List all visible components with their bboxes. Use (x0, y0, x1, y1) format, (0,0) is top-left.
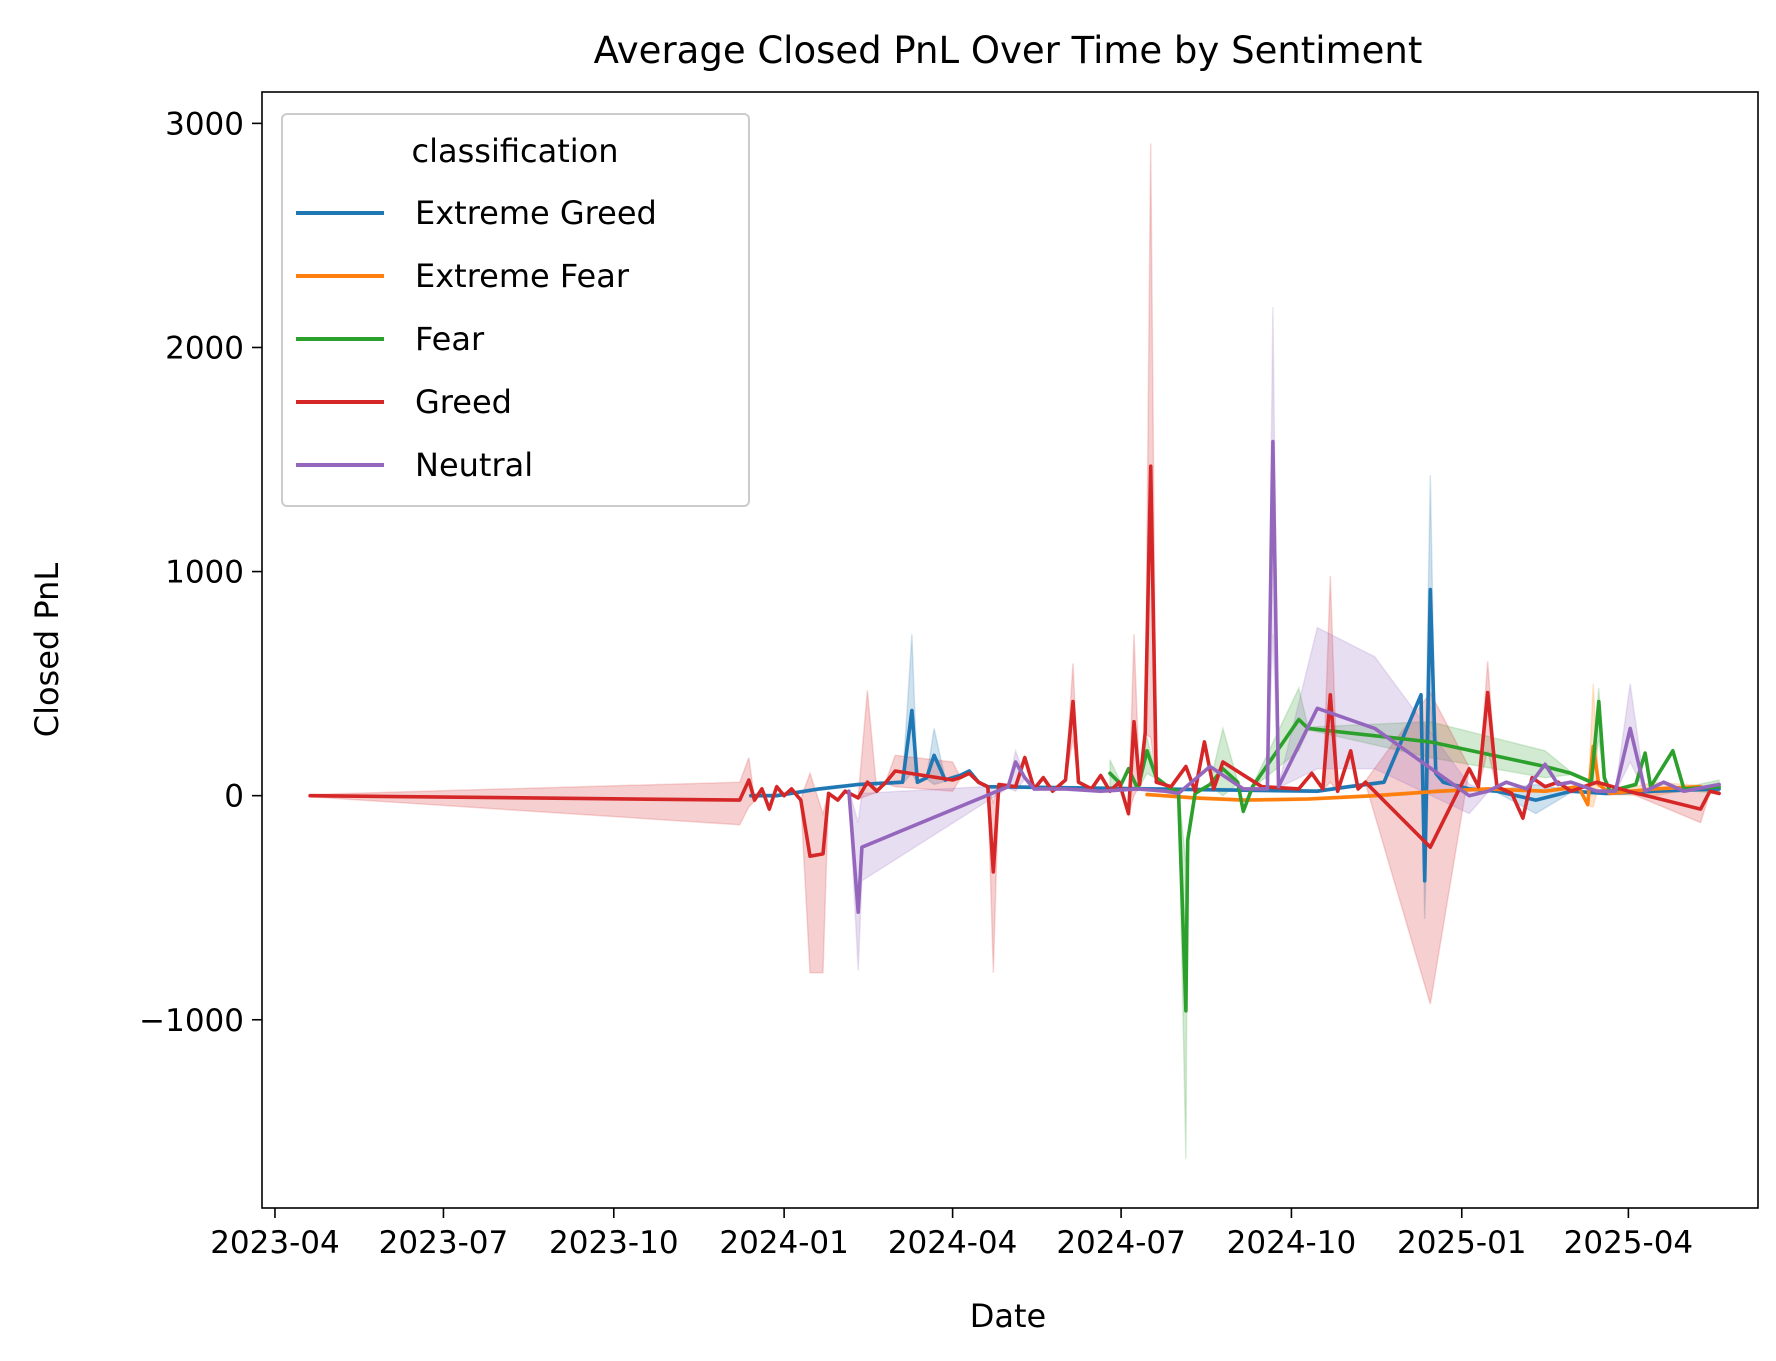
x-tick-label: 2024-07 (1056, 1225, 1186, 1261)
chart-title: Average Closed PnL Over Time by Sentimen… (594, 29, 1423, 72)
x-tick-label: 2025-01 (1397, 1225, 1527, 1261)
x-axis: 2023-04 2023-07 2023-10 2024-01 2024-04 2024-… (210, 1208, 1693, 1261)
series-lines (308, 439, 1721, 1013)
y-tick-label: −1000 (139, 1003, 244, 1039)
legend-title: classification (412, 132, 619, 170)
series-line-greed (308, 464, 1721, 874)
x-tick-label: 2024-04 (888, 1225, 1018, 1261)
legend-label-fear: Fear (415, 320, 485, 358)
y-tick-label: 1000 (165, 555, 244, 591)
legend-label-neutral: Neutral (415, 446, 533, 484)
legend-label-extreme-fear: Extreme Fear (415, 257, 630, 295)
legend-entries: Extreme Greed Extreme Fear Fear Greed Neutra… (296, 194, 657, 484)
legend-label-greed: Greed (415, 383, 512, 421)
y-axis-label: Closed PnL (28, 563, 66, 738)
plot-frame (261, 91, 1759, 1209)
y-tick-label: 0 (224, 779, 244, 815)
x-tick-label: 2023-04 (210, 1225, 340, 1261)
y-axis: −1000 0 1000 2000 3000 (139, 106, 262, 1039)
y-tick-label: 3000 (165, 106, 244, 142)
x-tick-label: 2025-04 (1564, 1225, 1694, 1261)
legend-box (281, 113, 750, 507)
x-tick-label: 2024-01 (719, 1225, 849, 1261)
legend: classification Extreme Greed Extreme Fear… (281, 113, 750, 507)
series-line-neutral (847, 439, 1721, 914)
x-axis-label: Date (970, 1297, 1046, 1335)
x-tick-label: 2023-10 (549, 1225, 679, 1261)
y-tick-label: 2000 (165, 330, 244, 366)
x-tick-label: 2023-07 (379, 1225, 509, 1261)
x-tick-label: 2024-10 (1227, 1225, 1357, 1261)
legend-label-extreme-greed: Extreme Greed (415, 194, 657, 232)
